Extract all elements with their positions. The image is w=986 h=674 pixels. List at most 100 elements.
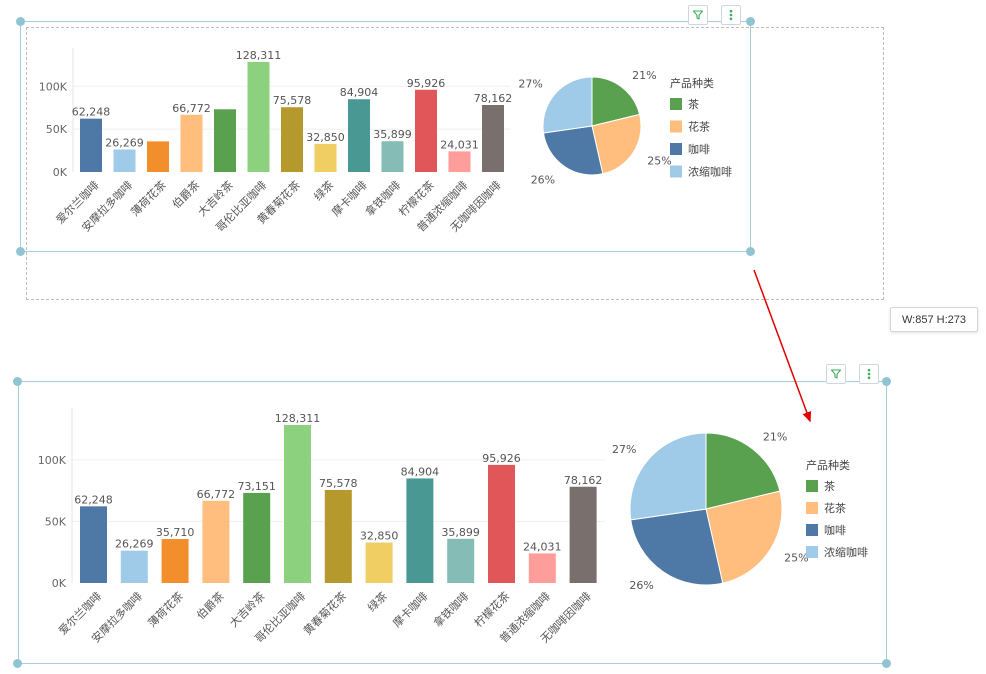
data-label: 66,772 [172,102,211,115]
bar [113,149,136,172]
legend-item: 茶 [824,480,835,493]
bar [161,539,189,583]
data-label: 26,269 [115,538,154,551]
pie-slice [591,76,641,127]
x-tick-label: 黄春菊花茶 [300,589,349,638]
bar [80,118,102,172]
bar [214,109,236,172]
pie-percent-label: 21% [632,69,656,82]
legend-item: 咖啡 [824,523,846,537]
x-tick-label: 拿铁咖啡 [430,589,471,630]
x-tick-label: 薄荷花茶 [145,589,186,630]
resize-handle-top-left[interactable] [16,17,25,26]
x-tick-label: 伯爵茶 [193,589,226,622]
pie-percent-label: 27% [612,443,636,456]
x-tick-label: 大吉岭茶 [226,589,267,630]
y-tick-label: 0K [53,166,68,179]
data-label: 26,269 [105,136,144,149]
legend-swatch [670,98,682,110]
resize-handle-top-right[interactable] [746,17,755,26]
bar [180,114,203,172]
y-tick-label: 50K [45,515,67,528]
resize-handle-bottom-left[interactable] [16,247,25,256]
legend-item: 茶 [688,98,699,111]
x-tick-label: 摩卡咖啡 [329,178,370,219]
x-tick-label: 绿茶 [364,589,389,614]
data-label: 66,772 [197,488,236,501]
resize-handle-top-left[interactable] [13,377,22,386]
legend-swatch [670,165,682,178]
more-vertical-icon [867,368,871,380]
bar [482,104,504,172]
bar [281,107,303,172]
pie-slice [629,432,707,521]
data-label: 84,904 [340,86,379,99]
resize-handle-top-right[interactable] [882,377,891,386]
more-options-button[interactable] [859,364,879,384]
data-label: 62,248 [74,493,113,506]
y-tick-label: 100K [38,454,67,467]
data-label: 35,899 [373,128,412,141]
x-tick-label: 摩卡咖啡 [390,589,431,630]
data-label: 78,162 [474,92,513,105]
pie-slice [705,432,781,510]
resize-handle-bottom-left[interactable] [13,659,22,668]
x-tick-label: 柠檬花茶 [471,589,512,630]
data-label: 24,031 [523,540,562,553]
bar [348,99,370,172]
bar [381,141,404,172]
resize-handle-bottom-right[interactable] [882,659,891,668]
legend-swatch [670,143,682,155]
bar [365,542,393,583]
data-label: 35,710 [156,526,195,539]
legend-swatch [806,546,818,558]
pie-percent-label: 26% [629,579,653,592]
bar [324,489,352,583]
bar [243,492,271,583]
data-label: 24,031 [440,138,479,151]
legend-title: 产品种类 [670,76,714,90]
bar [202,500,230,583]
pie-slice [630,508,724,586]
data-label: 95,926 [407,77,446,90]
x-tick-label: 薄荷花茶 [128,178,169,219]
legend-item: 花茶 [824,502,846,515]
filter-button[interactable] [688,5,708,25]
legend-item: 浓缩咖啡 [688,165,732,179]
legend-item: 浓缩咖啡 [824,545,868,559]
data-label: 95,926 [482,452,521,465]
bar [447,538,475,583]
bar [147,141,169,172]
pie-percent-label: 21% [763,431,787,444]
pie-slice [542,76,593,134]
bar [488,464,515,583]
legend-item: 咖啡 [688,142,710,156]
bar [406,478,434,583]
legend-swatch [806,480,818,492]
filter-button[interactable] [826,364,846,384]
bar [448,151,471,172]
y-tick-label: 50K [46,123,68,136]
data-label: 62,248 [72,106,111,119]
bar [314,143,337,172]
bar [247,62,270,172]
resize-handle-bottom-right[interactable] [746,247,755,256]
pie-percent-label: 25% [647,154,671,167]
more-options-button[interactable] [721,5,741,25]
data-label: 32,850 [306,131,345,144]
legend-swatch [670,120,682,133]
pie-slice [542,125,604,176]
widget-after-resize[interactable] [18,381,887,664]
widget-before-resize[interactable] [20,21,751,252]
more-vertical-icon [729,9,733,21]
pie-percent-label: 25% [784,552,808,565]
legend-title: 产品种类 [806,458,850,472]
data-label: 128,311 [236,49,282,62]
legend-item: 花茶 [688,121,710,134]
pie-percent-label: 26% [531,174,555,187]
size-tooltip: W:857 H:273 [890,307,978,332]
bar [80,506,107,583]
data-label: 75,578 [319,477,358,490]
